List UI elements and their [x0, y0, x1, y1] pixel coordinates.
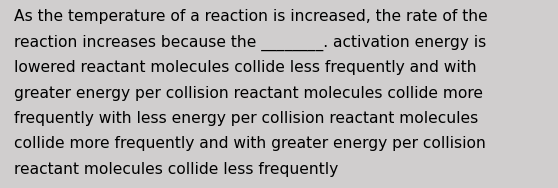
Text: reaction increases because the ________. activation energy is: reaction increases because the ________.… — [14, 35, 486, 51]
Text: collide more frequently and with greater energy per collision: collide more frequently and with greater… — [14, 136, 486, 151]
Text: frequently with less energy per collision reactant molecules: frequently with less energy per collisio… — [14, 111, 478, 126]
Text: greater energy per collision reactant molecules collide more: greater energy per collision reactant mo… — [14, 86, 483, 101]
Text: reactant molecules collide less frequently: reactant molecules collide less frequent… — [14, 162, 338, 177]
Text: As the temperature of a reaction is increased, the rate of the: As the temperature of a reaction is incr… — [14, 9, 488, 24]
Text: lowered reactant molecules collide less frequently and with: lowered reactant molecules collide less … — [14, 60, 477, 75]
